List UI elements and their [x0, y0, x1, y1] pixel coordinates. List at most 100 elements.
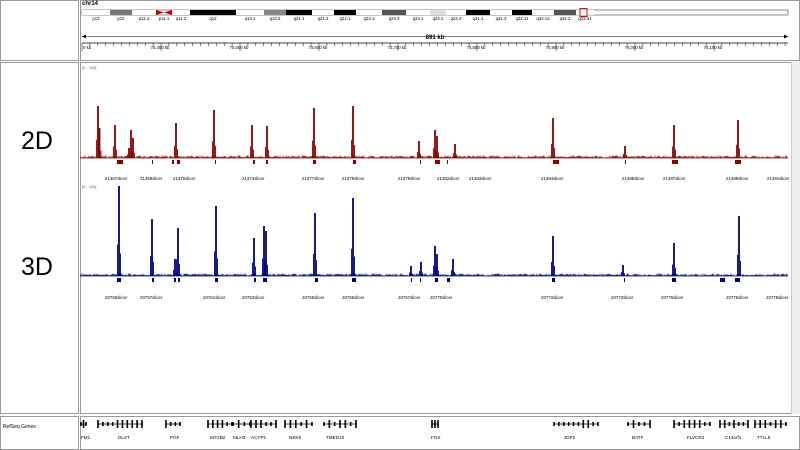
ideogram-band [490, 10, 512, 15]
ideogram-band [430, 10, 446, 15]
peak-feature [152, 278, 154, 282]
peak-feature-label: 20767slicer [398, 295, 421, 300]
gene-exon [733, 420, 735, 428]
track-3d-labels: 20756slicer 20757slicer 20761slicer 20762sl… [105, 295, 789, 300]
vertical-scrollbar[interactable] [791, 62, 800, 414]
peak-feature [352, 278, 356, 282]
band-label: q11.2 [176, 16, 187, 21]
gene-exon [754, 420, 756, 428]
gene-exon [226, 422, 228, 426]
peak-feature [215, 278, 218, 282]
gene-exon [558, 422, 560, 426]
gene-exon [562, 422, 565, 426]
gene-exon [673, 420, 675, 428]
gene-exon [344, 420, 347, 428]
ideogram-band [172, 10, 190, 15]
gene-exon [737, 422, 740, 426]
gene-exon [295, 420, 297, 428]
tracks-area[interactable]: [0 - 110] 21367slicer 21368slicer 21372sli… [80, 62, 790, 414]
ideogram-and-ruler[interactable]: 0 kb 75,400 kb 75,500 kb 75,600 kb 75,700 kb… [80, 0, 800, 61]
gene-label: PGF [170, 435, 180, 440]
gene-exon [693, 420, 696, 428]
track-2d-signal[interactable] [80, 106, 788, 159]
data-panel [80, 62, 800, 414]
gene-exon [216, 420, 219, 428]
gene-exon [582, 420, 585, 428]
gene-models[interactable] [80, 420, 787, 428]
band-label: q32.13 [536, 16, 550, 21]
gene-exon [592, 422, 594, 426]
gene-exon [567, 422, 570, 426]
gene-exon [723, 420, 726, 428]
ruler-tick-label: 75,600 kb [309, 45, 328, 50]
track-2d-features[interactable] [117, 160, 741, 164]
band-label: q23.1 [364, 16, 375, 21]
gene-exon [587, 420, 590, 428]
peak-feature-label: 21372slicer [173, 176, 196, 181]
track-3d-signal[interactable] [80, 186, 788, 277]
genes-track-label[interactable]: RefSeq Genes [3, 424, 36, 430]
peak-feature [735, 278, 740, 282]
peak-feature-label: 21367slicer [105, 176, 128, 181]
band-label: q12 [209, 16, 217, 21]
ruler-tick-label: 76,000 kb [625, 45, 644, 50]
ideogram-band [356, 10, 382, 15]
gene-exon [431, 420, 433, 428]
gene-label: MLH3 [233, 435, 246, 440]
gene-exon [437, 420, 439, 428]
chromosome-label[interactable]: chr14 [82, 1, 99, 7]
gene-exon [289, 420, 292, 428]
gene-exon [249, 422, 251, 426]
track-2d-labels: 21367slicer 21368slicer 21372slicer 21374sl… [105, 176, 790, 181]
gene-exon [339, 420, 341, 428]
track-3d-range: [0 - 110] [82, 184, 96, 189]
gene-exon [632, 420, 635, 428]
peak-feature-label: 20762slicer [242, 295, 265, 300]
peak-feature-label: 20773slicer [611, 295, 634, 300]
ideogram-band [532, 10, 554, 15]
gene-exon [572, 422, 575, 426]
peak-feature [435, 160, 440, 164]
band-label: q13.3 [270, 16, 281, 21]
peak-feature [117, 278, 121, 282]
band-label: q21.1 [294, 16, 305, 21]
gene-label: ACYP1 [251, 435, 267, 440]
gene-exon [221, 420, 224, 428]
ideogram-band [110, 10, 132, 15]
peak-feature [253, 160, 255, 164]
gene-label: DLST [118, 435, 130, 440]
track-label-3d[interactable]: 3D [21, 253, 53, 281]
ruler-tick-label: 76,100 kb [704, 45, 723, 50]
peak-feature-label: 21384slicer [541, 176, 564, 181]
gene-exon [260, 420, 262, 428]
gene-exon [649, 420, 651, 428]
refseq-genes-track[interactable]: FM1 DLST PGF EIF2B2 MLH3 ACYP1 NEK9 TMED10 FOS JD… [80, 416, 800, 450]
ideogram-band [236, 10, 264, 15]
gene-exon [106, 422, 109, 426]
peak-feature-label: 21379slicer [398, 176, 421, 181]
band-label: q24.3 [451, 16, 462, 21]
gene-exon [627, 422, 629, 426]
peak-feature-label: 21378slicer [342, 176, 365, 181]
ideogram-band [264, 10, 286, 15]
ruler[interactable]: 0 kb 75,400 kb 75,500 kb 75,600 kb 75,700 kb… [81, 34, 788, 52]
band-label: p11.2 [139, 16, 150, 21]
track-3d-features[interactable] [117, 278, 740, 282]
peak-feature-label: 21383slicer [469, 176, 492, 181]
track-label-2d[interactable]: 2D [21, 127, 53, 155]
gene-exon [232, 422, 234, 426]
peak-feature-label: 21368slicer [140, 176, 163, 181]
gene-exon [780, 420, 782, 428]
peak-feature [624, 278, 625, 282]
band-label: q21.3 [318, 16, 329, 21]
peak-feature [447, 160, 448, 164]
gene-exon [231, 422, 233, 426]
gene-exon [638, 422, 640, 426]
gene-exon [719, 420, 721, 428]
band-label: q22.1 [340, 16, 351, 21]
centromere-left [156, 10, 164, 15]
ideogram-band [132, 10, 156, 15]
ideogram-band [334, 10, 356, 15]
peak-feature-label: 20765slicer [302, 295, 325, 300]
chromosome-ideogram[interactable] [81, 8, 789, 17]
